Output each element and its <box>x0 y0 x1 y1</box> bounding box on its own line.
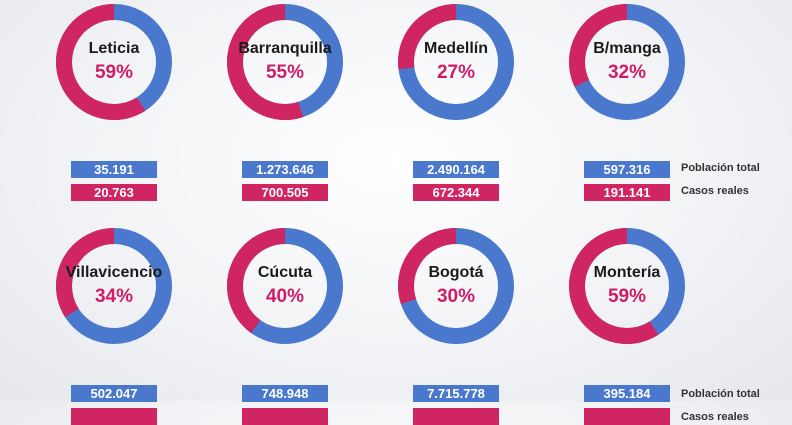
cases-bar-bogota <box>413 408 499 425</box>
donut-cucuta: Cúcuta 40% <box>226 227 344 345</box>
donut-monteria: Montería 59% <box>568 227 686 345</box>
cases-bar-leticia: 20.763 <box>71 184 157 201</box>
donut-svg-monteria <box>569 228 685 344</box>
city-name: Villavicencio <box>65 264 163 281</box>
city-name: Cúcuta <box>257 264 313 281</box>
city-percentage: 32% <box>607 62 647 83</box>
donut-svg-medellin <box>398 4 514 120</box>
donut-slice-leticia <box>56 4 172 120</box>
donut-slice-cucuta <box>227 228 343 344</box>
donut-slice-villavicencio <box>56 228 172 344</box>
cases-bar-cucuta <box>242 408 328 425</box>
population-bar-bogota: 7.715.778 <box>413 385 499 402</box>
donut-svg-barranquilla <box>227 4 343 120</box>
city-name: Leticia <box>88 40 140 57</box>
legend-poblacion-row2: Población total <box>681 388 760 400</box>
donut-leticia: Leticia 59% <box>55 3 173 121</box>
donut-bogota: Bogotá 30% <box>397 227 515 345</box>
city-percentage: 34% <box>94 286 134 307</box>
cases-bar-villavicencio <box>71 408 157 425</box>
population-bar-b-manga: 597.316 <box>584 161 670 178</box>
donut-slice-medellin <box>398 4 514 120</box>
legend-poblacion-row1: Población total <box>681 162 760 174</box>
donut-slice-b-manga <box>569 4 685 120</box>
population-bar-leticia: 35.191 <box>71 161 157 178</box>
donut-b-manga: B/manga 32% <box>568 3 686 121</box>
donut-medellin: Medellín 27% <box>397 3 515 121</box>
population-bar-villavicencio: 502.047 <box>71 385 157 402</box>
city-donut-grid: Leticia 59% 35.191 20.763 Barranquilla 55% 1.2… <box>55 3 760 425</box>
legend-casos-row2: Casos reales <box>681 411 749 423</box>
donut-svg-leticia <box>56 4 172 120</box>
population-bar-monteria: 395.184 <box>584 385 670 402</box>
legend-casos-row1: Casos reales <box>681 185 749 197</box>
cases-bar-medellin: 672.344 <box>413 184 499 201</box>
donut-svg-cucuta <box>227 228 343 344</box>
cases-bar-monteria <box>584 408 670 425</box>
city-percentage: 27% <box>436 62 476 83</box>
cases-bar-barranquilla: 700.505 <box>242 184 328 201</box>
city-percentage: 59% <box>94 62 134 83</box>
donut-svg-b-manga <box>569 4 685 120</box>
donut-slice-monteria <box>569 228 685 344</box>
city-name: Montería <box>593 264 661 281</box>
city-name: Barranquilla <box>238 40 332 57</box>
city-percentage: 30% <box>436 286 476 307</box>
city-name: Bogotá <box>428 264 484 281</box>
donut-svg-bogota <box>398 228 514 344</box>
donut-barranquilla: Barranquilla 55% <box>226 3 344 121</box>
cases-bar-b-manga: 191.141 <box>584 184 670 201</box>
donut-slice-bogota <box>398 228 514 344</box>
population-bar-barranquilla: 1.273.646 <box>242 161 328 178</box>
city-percentage: 55% <box>265 62 305 83</box>
donut-svg-villavicencio <box>56 228 172 344</box>
city-percentage: 40% <box>265 286 305 307</box>
city-name: Medellín <box>423 40 488 57</box>
population-bar-cucuta: 748.948 <box>242 385 328 402</box>
city-percentage: 59% <box>607 286 647 307</box>
donut-slice-barranquilla <box>227 4 343 120</box>
population-bar-medellin: 2.490.164 <box>413 161 499 178</box>
city-name: B/manga <box>593 40 661 57</box>
donut-villavicencio: Villavicencio 34% <box>55 227 173 345</box>
